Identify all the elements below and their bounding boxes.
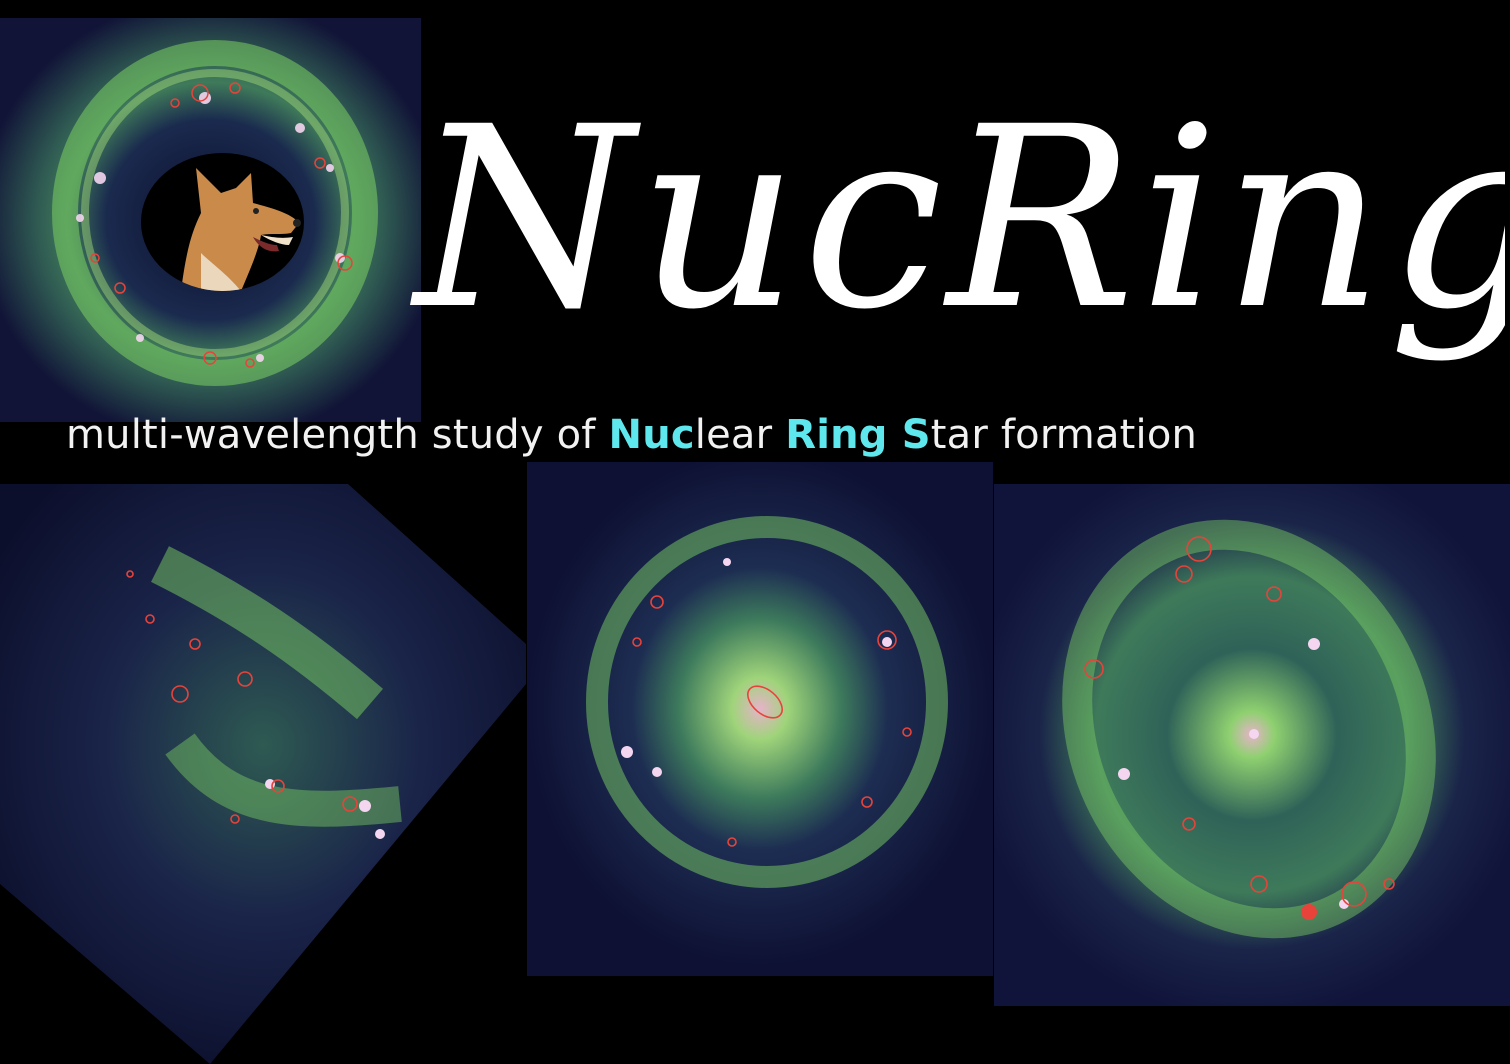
tagline-part-1: multi-wavelength study of [66,412,609,458]
tagline-part-2: lear [694,412,786,458]
tagline: multi-wavelength study of Nuclear Ring S… [66,412,1197,458]
galaxy-image-bottom-center [527,462,993,976]
tagline-highlight-nuc: Nuc [608,412,695,458]
galaxy-image-bottom-right [994,484,1510,1006]
tagline-highlight-ring-s: Ring S [785,412,931,458]
tagline-part-3: tar formation [930,412,1198,458]
page-title: NucRingS [405,40,1510,370]
title-text: NucRingS [410,73,1505,364]
galaxy-image-bottom-left [0,484,526,1064]
mascot-dog-image [141,153,304,291]
